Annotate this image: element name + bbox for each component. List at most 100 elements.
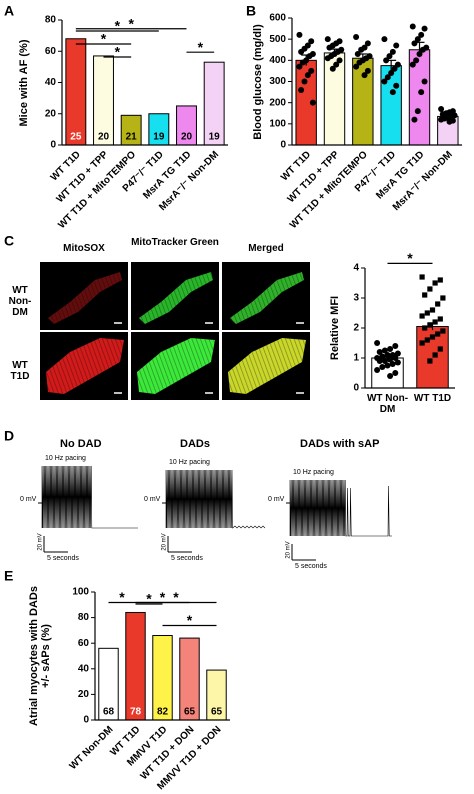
data-point [392,355,399,361]
x-tick-label: WT T1D [413,393,452,404]
scale-v-label: 20 mV [162,533,168,550]
zero-label: 0 mV [144,496,161,503]
significance-label: * [173,589,179,605]
data-point [432,280,438,286]
data-point [393,82,400,89]
data-point [419,46,426,53]
y-tick-label: 400 [269,55,286,66]
data-point [446,118,453,125]
y-axis-label: Blood glucose (mg/dl) [252,23,264,140]
significance-label: * [115,18,121,34]
data-point [384,362,391,369]
data-point [437,316,443,322]
y-axis-label: Mice with AF (%) [18,39,30,126]
y-tick-label: 100 [72,587,89,598]
y-tick-label: 20 [78,689,90,700]
significance-label: * [128,15,134,31]
bar [380,65,402,146]
data-point [391,65,398,72]
data-point [298,86,305,93]
data-point [389,89,396,96]
data-point [414,36,421,43]
data-point [421,25,428,32]
panel-label: B [246,3,256,19]
cell-texture [48,272,122,324]
pacing-label: 10 Hz pacing [45,455,86,462]
data-point [301,78,308,85]
data-point [429,334,436,340]
significance-label: * [115,44,121,60]
significance-label: * [160,589,166,605]
y-tick-label: 80 [78,612,90,623]
data-point [392,370,399,376]
data-point [374,367,381,373]
zero-label: 0 mV [20,496,37,503]
data-point [432,319,438,325]
bar-n-label: 19 [209,132,221,143]
image-column-label: MitoSOX [63,243,105,254]
panel-label: C [4,233,14,249]
y-tick-label: 200 [269,97,286,108]
bar-n-label: 20 [98,132,110,143]
data-point [419,274,425,280]
data-point [394,359,401,366]
y-tick-label: 20 [45,108,57,119]
data-point [329,65,336,72]
y-tick-label: 0 [280,140,286,151]
y-tick-label: 60 [45,46,57,57]
data-point [379,364,386,370]
data-point [427,286,433,292]
significance-label: * [407,250,413,266]
panel-label: A [4,3,14,19]
cell-texture [46,338,124,394]
bar [125,611,146,721]
y-tick-label: 300 [269,76,286,87]
data-point [387,373,394,379]
y-tick-label: 80 [45,15,57,26]
data-point [309,99,316,106]
image-row-label: WT T1D [10,360,30,382]
scale-v-label: 20 mV [38,533,44,550]
voltage-trace [289,479,392,537]
trace-title: DADs [180,438,210,450]
y-tick-label: 0 [83,715,89,726]
significance-label: * [119,589,125,605]
cell-texture [230,272,304,324]
y-tick-label: 0 [50,140,56,151]
data-point [333,61,340,68]
data-point [421,78,428,85]
data-point [435,301,441,307]
data-point [414,108,421,115]
data-point [383,57,390,64]
bar-n-label: 19 [153,132,165,143]
bar-n-label: 25 [70,132,82,143]
y-tick-label: 60 [78,638,90,649]
data-point [413,57,420,64]
data-point [299,59,306,66]
data-point [298,48,305,55]
y-tick-label: 1 [353,353,359,364]
data-point [394,350,401,357]
image-column-label: Merged [248,243,284,254]
data-point [435,331,441,337]
scale-t-label: 5 seconds [171,555,203,562]
data-point [440,328,446,334]
scale-v-label: 20 mV [286,541,292,558]
y-tick-label: 0 [353,383,359,394]
bar-n-label: 65 [184,707,196,718]
data-point [326,44,333,51]
data-point [381,347,388,354]
significance-label: * [146,591,152,607]
data-point [376,349,383,355]
data-point [358,46,365,53]
data-point [424,310,430,316]
data-point [354,50,361,57]
cell-texture [137,338,215,394]
data-point [418,89,425,96]
data-point [419,313,425,319]
data-point [394,61,401,68]
